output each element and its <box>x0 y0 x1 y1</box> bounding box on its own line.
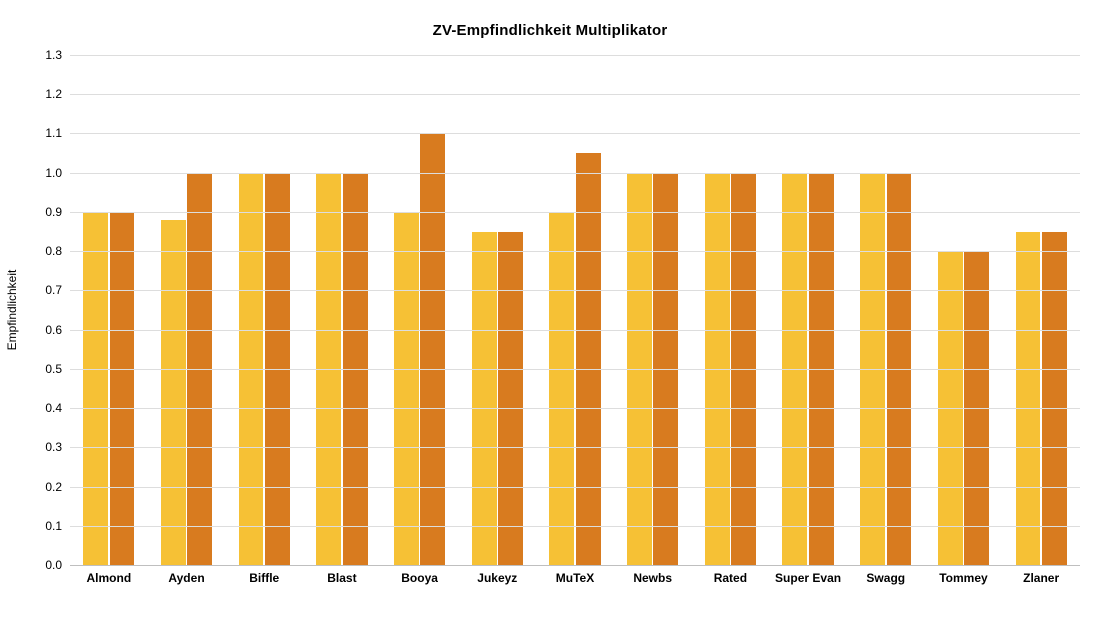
grid-line <box>70 290 1080 291</box>
y-tick-label: 0.6 <box>45 323 62 337</box>
grid-line <box>70 487 1080 488</box>
bars-layer <box>70 55 1080 565</box>
x-tick-label: Ayden <box>168 571 204 585</box>
chart-title: ZV-Empfindlichkeit Multiplikator <box>0 22 1100 39</box>
grid-line <box>70 408 1080 409</box>
y-tick-label: 0.2 <box>45 480 62 494</box>
bar <box>498 232 523 565</box>
grid-line <box>70 447 1080 448</box>
grid-line <box>70 251 1080 252</box>
bar <box>576 153 601 565</box>
bar <box>1042 232 1067 565</box>
bar <box>83 212 108 565</box>
chart-container: ZV-Empfindlichkeit Multiplikator Empfind… <box>0 0 1100 619</box>
x-tick-label: Newbs <box>633 571 672 585</box>
y-tick-label: 0.9 <box>45 205 62 219</box>
x-tick-label: MuTeX <box>556 571 594 585</box>
grid-line <box>70 565 1080 566</box>
y-tick-label: 0.7 <box>45 283 62 297</box>
grid-line <box>70 526 1080 527</box>
plot-area: 0.00.10.20.30.40.50.60.70.80.91.01.11.21… <box>70 55 1080 565</box>
grid-line <box>70 55 1080 56</box>
bar <box>1016 232 1041 565</box>
bar <box>420 133 445 565</box>
bar <box>161 220 186 565</box>
y-tick-label: 0.5 <box>45 362 62 376</box>
x-tick-label: Blast <box>327 571 356 585</box>
x-tick-label: Super Evan <box>775 571 841 585</box>
grid-line <box>70 94 1080 95</box>
y-tick-label: 1.3 <box>45 48 62 62</box>
y-tick-label: 0.8 <box>45 244 62 258</box>
x-tick-label: Rated <box>714 571 747 585</box>
bar <box>472 232 497 565</box>
x-tick-label: Jukeyz <box>477 571 517 585</box>
grid-line <box>70 330 1080 331</box>
bar <box>549 212 574 565</box>
y-tick-label: 0.0 <box>45 558 62 572</box>
x-tick-label: Swagg <box>866 571 905 585</box>
x-tick-label: Biffle <box>249 571 279 585</box>
grid-line <box>70 173 1080 174</box>
bar <box>110 212 135 565</box>
y-tick-label: 0.3 <box>45 440 62 454</box>
y-tick-label: 1.2 <box>45 87 62 101</box>
y-tick-label: 0.4 <box>45 401 62 415</box>
y-axis-label: Empfindlichkeit <box>5 269 19 350</box>
x-tick-label: Booya <box>401 571 438 585</box>
y-tick-label: 1.1 <box>45 126 62 140</box>
y-tick-label: 1.0 <box>45 166 62 180</box>
x-tick-label: Zlaner <box>1023 571 1059 585</box>
grid-line <box>70 133 1080 134</box>
x-tick-label: Tommey <box>939 571 987 585</box>
x-tick-label: Almond <box>87 571 132 585</box>
y-tick-label: 0.1 <box>45 519 62 533</box>
grid-line <box>70 369 1080 370</box>
bar <box>394 212 419 565</box>
grid-line <box>70 212 1080 213</box>
